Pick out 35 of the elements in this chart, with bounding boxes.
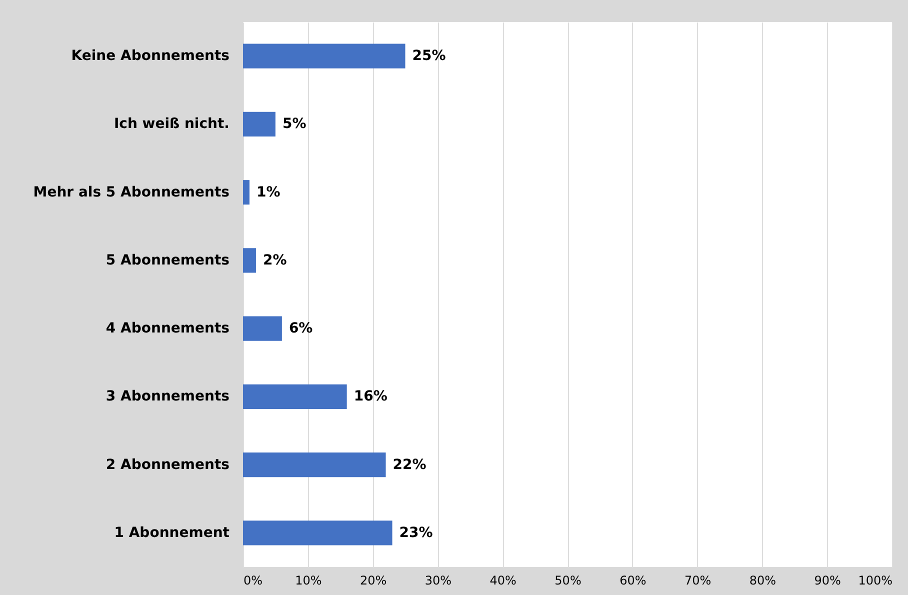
data-label: 6% bbox=[288, 320, 313, 337]
bar bbox=[243, 452, 386, 478]
x-tick-label: 70% bbox=[684, 574, 712, 588]
x-tick-label: 60% bbox=[620, 574, 646, 588]
x-tick-label: 20% bbox=[360, 574, 387, 588]
x-tick-label: 10% bbox=[295, 574, 322, 588]
bar bbox=[243, 384, 347, 409]
x-tick-label: 40% bbox=[490, 574, 516, 588]
x-tick-label: 30% bbox=[424, 574, 452, 588]
data-label: 5% bbox=[282, 116, 306, 132]
x-tick-label: 80% bbox=[749, 574, 776, 588]
bar bbox=[243, 180, 250, 205]
y-tick-label: 2 Abonnements bbox=[106, 456, 230, 473]
y-tick-label: 1 Abonnement bbox=[114, 524, 230, 541]
data-label: 2% bbox=[262, 252, 287, 268]
x-tick-label: 50% bbox=[554, 574, 582, 588]
y-tick-label: 5 Abonnements bbox=[106, 252, 230, 268]
bar bbox=[243, 248, 256, 273]
y-tick-label: Ich weiß nicht. bbox=[114, 116, 230, 132]
bar bbox=[243, 112, 276, 136]
y-tick-label: 4 Abonnements bbox=[106, 320, 230, 337]
data-label: 23% bbox=[399, 524, 433, 541]
bar bbox=[243, 44, 406, 68]
y-tick-label: 3 Abonnements bbox=[106, 388, 230, 405]
data-label: 16% bbox=[354, 388, 388, 405]
data-label: 22% bbox=[392, 456, 426, 473]
x-tick-label: 90% bbox=[814, 574, 841, 588]
x-tick-label: 0% bbox=[244, 574, 263, 588]
bar bbox=[243, 520, 392, 546]
x-tick-label: 100% bbox=[858, 574, 892, 588]
data-label: 25% bbox=[412, 48, 446, 64]
y-tick-label: Keine Abonnements bbox=[71, 48, 230, 64]
bar bbox=[243, 316, 282, 341]
y-tick-label: Mehr als 5 Abonnements bbox=[33, 184, 230, 200]
data-label: 1% bbox=[256, 184, 280, 200]
